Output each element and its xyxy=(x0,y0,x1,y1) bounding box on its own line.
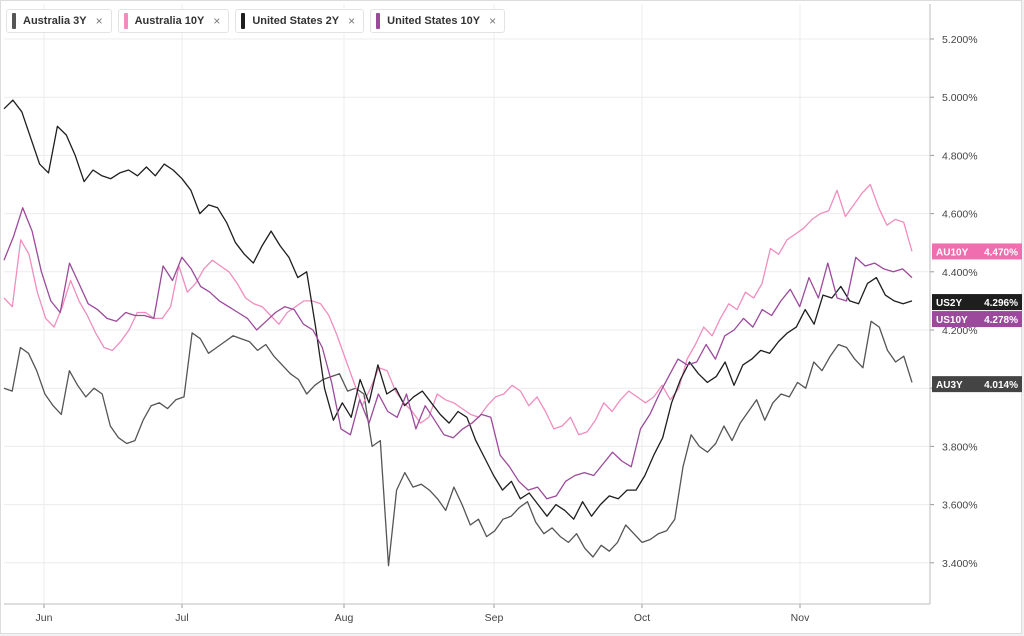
y-tick-label: 3.400% xyxy=(942,558,978,570)
legend-label: United States 10Y xyxy=(387,15,481,27)
tag-background xyxy=(932,243,1022,260)
tag-value: 4.278% xyxy=(984,315,1018,326)
tag-background xyxy=(932,294,1022,311)
y-tick-label: 4.200% xyxy=(942,325,978,337)
x-tick-label: Jul xyxy=(175,612,188,624)
last-value-tags: AU10Y 4.470% US2Y 4.296% US10Y 4.278% AU3Y 4.01… xyxy=(932,243,1022,393)
legend-label: Australia 10Y xyxy=(134,15,205,27)
series-line-united-states-10y xyxy=(3,207,913,500)
tag-background xyxy=(932,376,1022,393)
legend-chip-united-states-2y[interactable]: United States 2Y × xyxy=(235,9,365,33)
x-tick-label: Aug xyxy=(335,612,354,624)
tag-code: AU3Y xyxy=(936,380,963,391)
axes: 3.400%3.600%3.800%4.000%4.200%4.400%4.60… xyxy=(4,4,978,624)
close-icon[interactable]: × xyxy=(348,14,356,28)
tag-value: 4.470% xyxy=(984,247,1018,258)
legend-chip-australia-3y[interactable]: Australia 3Y × xyxy=(6,9,112,33)
close-icon[interactable]: × xyxy=(95,14,103,28)
legend-label: Australia 3Y xyxy=(23,15,87,27)
x-tick-label: Jun xyxy=(36,612,53,624)
series-color-swatch xyxy=(123,13,128,29)
series-color-swatch xyxy=(241,13,246,29)
tag-background xyxy=(932,311,1022,328)
legend: Australia 3Y × Australia 10Y × United St… xyxy=(6,9,506,33)
tag-code: US2Y xyxy=(936,298,962,309)
series-line-united-states-2y xyxy=(3,99,913,520)
y-tick-label: 4.800% xyxy=(942,150,978,162)
series-line-australia-10y xyxy=(3,183,913,436)
y-tick-label: 3.600% xyxy=(942,500,978,512)
x-tick-label: Oct xyxy=(634,612,650,624)
series-line-australia-3y xyxy=(3,320,913,567)
legend-chip-australia-10y[interactable]: Australia 10Y × xyxy=(117,9,230,33)
last-value-tag-au3y: AU3Y 4.014% xyxy=(932,376,1022,393)
grid xyxy=(4,4,930,604)
tag-value: 4.014% xyxy=(984,380,1018,391)
x-tick-label: Sep xyxy=(485,612,504,624)
y-tick-label: 5.200% xyxy=(942,34,978,46)
y-tick-label: 4.400% xyxy=(942,267,978,279)
x-tick-label: Nov xyxy=(791,612,810,624)
last-value-tag-us10y: US10Y 4.278% xyxy=(932,311,1022,328)
tag-code: US10Y xyxy=(936,315,968,326)
tag-value: 4.296% xyxy=(984,298,1018,309)
legend-chip-united-states-10y[interactable]: United States 10Y × xyxy=(370,9,506,33)
last-value-tag-au10y: AU10Y 4.470% xyxy=(932,243,1022,260)
series-color-swatch xyxy=(376,13,381,29)
close-icon[interactable]: × xyxy=(489,14,497,28)
last-value-tag-us2y: US2Y 4.296% xyxy=(932,294,1022,311)
y-tick-label: 3.800% xyxy=(942,441,978,453)
y-tick-label: 5.000% xyxy=(942,92,978,104)
tag-code: AU10Y xyxy=(936,247,969,258)
series-lines xyxy=(3,99,913,567)
close-icon[interactable]: × xyxy=(213,14,221,28)
legend-label: United States 2Y xyxy=(252,15,340,27)
y-tick-label: 4.600% xyxy=(942,209,978,221)
series-color-swatch xyxy=(12,13,16,29)
